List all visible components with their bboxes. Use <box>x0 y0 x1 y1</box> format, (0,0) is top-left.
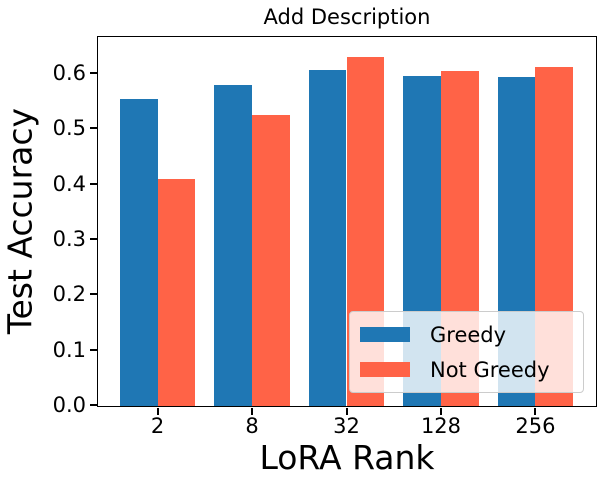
y-tick-label: 0.6 <box>52 60 86 85</box>
y-tick <box>89 182 97 185</box>
y-tick-label: 0.4 <box>52 171 86 196</box>
y-tick-label: 0.2 <box>52 282 86 307</box>
legend-item-not-greedy: Not Greedy <box>350 352 583 387</box>
x-axis-label: LoRA Rank <box>259 438 435 477</box>
bar-greedy-rank-32 <box>308 69 347 406</box>
plot-area: Greedy Not Greedy 0.0 0.1 0.2 0.3 0.4 0.5 0.6 2… <box>53 36 597 438</box>
y-tick-label: 0.5 <box>52 116 86 141</box>
y-tick-label: 0.0 <box>52 393 86 417</box>
y-tick <box>89 127 97 130</box>
y-axis-label: Test Accuracy <box>0 107 40 335</box>
legend: Greedy Not Greedy <box>349 311 584 393</box>
x-tick-label-8: 8 <box>245 414 259 438</box>
y-tick <box>89 348 97 351</box>
legend-item-greedy: Greedy <box>350 317 583 352</box>
legend-swatch-not-greedy <box>360 362 410 377</box>
y-tick <box>89 293 97 296</box>
legend-label-greedy: Greedy <box>430 322 507 347</box>
x-tick-label-128: 128 <box>420 414 462 438</box>
x-tick <box>156 407 159 415</box>
x-tick <box>251 407 253 415</box>
bar-not-greedy-rank-2 <box>157 179 196 406</box>
y-tick <box>89 71 97 74</box>
y-tick-label: 0.3 <box>52 226 86 251</box>
legend-label-not-greedy: Not Greedy <box>430 357 550 382</box>
bar-greedy-rank-8 <box>214 85 252 406</box>
x-tick-label-32: 32 <box>333 414 360 438</box>
bar-greedy-rank-2 <box>119 98 158 406</box>
x-tick <box>439 407 442 415</box>
x-tick-label-256: 256 <box>515 414 556 438</box>
x-tick <box>345 407 348 415</box>
chart-title: Add Description <box>263 5 431 29</box>
x-tick <box>534 407 537 415</box>
bar-not-greedy-rank-8 <box>252 115 290 406</box>
legend-swatch-greedy <box>360 327 410 342</box>
y-tick <box>89 237 97 240</box>
y-tick-label: 0.1 <box>52 337 86 362</box>
y-tick <box>89 404 97 406</box>
x-tick-label-2: 2 <box>150 414 165 438</box>
